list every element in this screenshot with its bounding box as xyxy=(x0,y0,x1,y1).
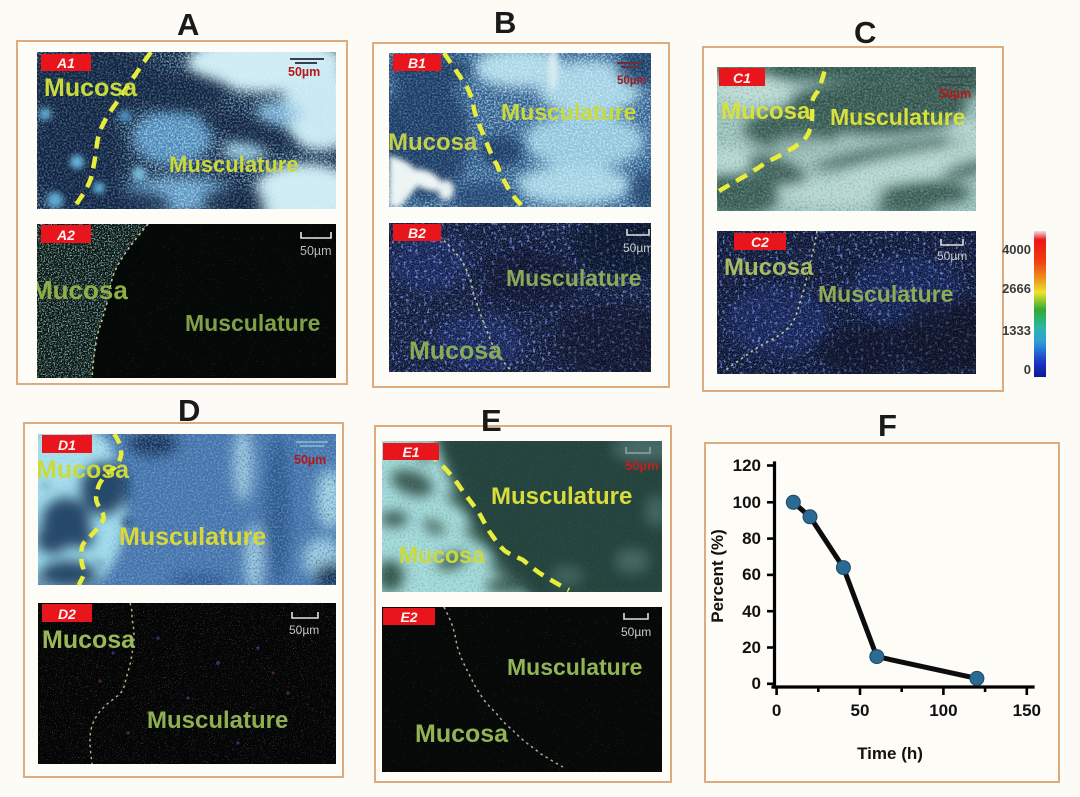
svg-text:Musculature: Musculature xyxy=(491,483,632,510)
svg-text:Mucosa: Mucosa xyxy=(42,626,136,654)
svg-text:Mucosa: Mucosa xyxy=(415,720,509,748)
svg-text:Musculature: Musculature xyxy=(506,265,641,291)
svg-text:E1: E1 xyxy=(402,444,419,460)
svg-text:A2: A2 xyxy=(56,227,75,243)
svg-text:Mucosa: Mucosa xyxy=(38,456,130,484)
svg-text:50µm: 50µm xyxy=(621,625,651,639)
svg-text:0: 0 xyxy=(752,674,761,693)
svg-text:20: 20 xyxy=(742,638,761,657)
svg-text:120: 120 xyxy=(733,456,761,475)
svg-text:Musculature: Musculature xyxy=(169,152,299,177)
svg-text:Mucosa: Mucosa xyxy=(44,74,138,102)
svg-text:50: 50 xyxy=(851,701,870,720)
svg-text:50µm: 50µm xyxy=(937,249,967,263)
svg-text:50µm: 50µm xyxy=(300,244,332,258)
svg-text:Mucosa: Mucosa xyxy=(37,275,128,305)
svg-text:A1: A1 xyxy=(56,55,75,71)
svg-text:50µm: 50µm xyxy=(289,623,319,637)
svg-text:50µm: 50µm xyxy=(617,75,647,87)
svg-text:1333: 1333 xyxy=(1002,323,1031,338)
svg-text:C2: C2 xyxy=(751,234,769,250)
svg-text:80: 80 xyxy=(742,529,761,548)
svg-text:60: 60 xyxy=(742,565,761,584)
svg-text:C1: C1 xyxy=(733,70,751,86)
svg-text:Musculature: Musculature xyxy=(185,310,320,336)
svg-text:Musculature: Musculature xyxy=(147,707,288,734)
svg-text:Percent (%): Percent (%) xyxy=(708,529,727,623)
svg-text:D2: D2 xyxy=(58,606,76,622)
svg-text:Musculature: Musculature xyxy=(818,281,953,307)
svg-text:50µm: 50µm xyxy=(623,241,651,255)
svg-text:40: 40 xyxy=(742,602,761,621)
svg-text:Musculature: Musculature xyxy=(119,523,266,551)
svg-text:50µm: 50µm xyxy=(288,65,320,79)
svg-text:Mucosa: Mucosa xyxy=(724,254,814,281)
svg-text:4000: 4000 xyxy=(1002,242,1031,257)
svg-text:0: 0 xyxy=(772,701,781,720)
svg-text:2666: 2666 xyxy=(1002,281,1031,296)
svg-text:B1: B1 xyxy=(408,55,426,71)
svg-text:Mucosa: Mucosa xyxy=(399,542,485,568)
svg-text:Musculature: Musculature xyxy=(501,99,636,125)
svg-text:B2: B2 xyxy=(408,225,426,241)
svg-text:50µm: 50µm xyxy=(294,453,326,467)
svg-text:E2: E2 xyxy=(400,609,417,625)
svg-text:Musculature: Musculature xyxy=(507,654,642,680)
svg-text:100: 100 xyxy=(929,701,957,720)
svg-text:Mucosa: Mucosa xyxy=(721,98,811,125)
svg-text:Mucosa: Mucosa xyxy=(409,337,503,365)
svg-text:Musculature: Musculature xyxy=(830,104,965,130)
svg-text:Time (h): Time (h) xyxy=(857,744,923,763)
svg-text:50µm: 50µm xyxy=(939,87,971,101)
svg-text:0: 0 xyxy=(1024,362,1031,377)
svg-text:50µm: 50µm xyxy=(625,458,659,473)
svg-text:Mucosa: Mucosa xyxy=(389,129,478,156)
svg-text:100: 100 xyxy=(733,493,761,512)
svg-text:D1: D1 xyxy=(58,437,76,453)
svg-text:150: 150 xyxy=(1013,701,1041,720)
